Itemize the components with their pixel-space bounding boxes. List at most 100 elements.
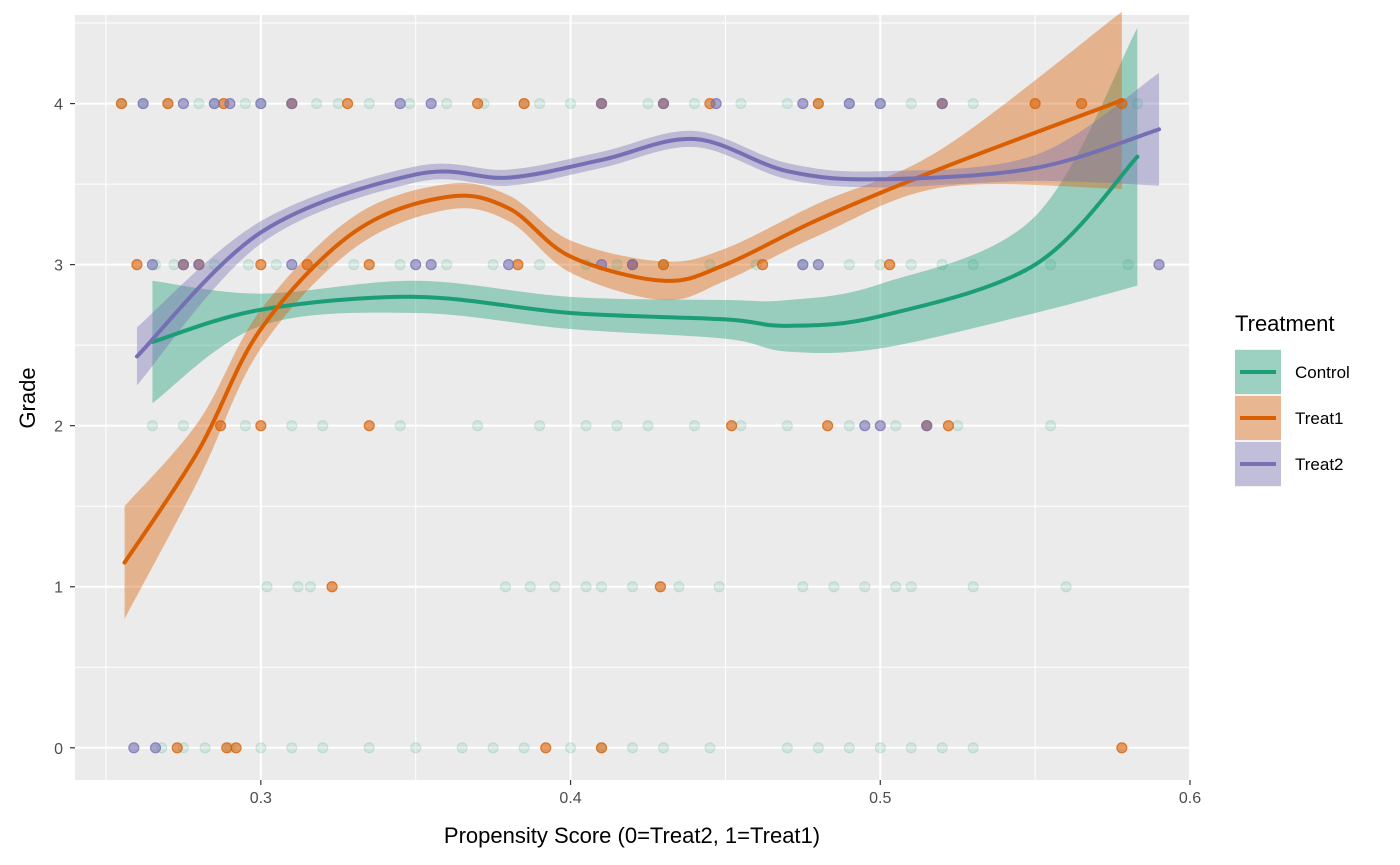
point-treat1 [512, 259, 524, 271]
point-control [1045, 420, 1057, 432]
point-control [286, 420, 298, 432]
data-points [115, 97, 1165, 754]
point-treat1 [131, 259, 143, 271]
point-control [713, 581, 725, 593]
point-treat2 [1153, 259, 1165, 271]
point-control [812, 742, 824, 754]
point-treat2 [859, 420, 871, 432]
point-control [394, 259, 406, 271]
legend-label-control: Control [1295, 363, 1350, 382]
point-control [580, 420, 592, 432]
point-control [146, 420, 159, 432]
point-control [688, 420, 701, 432]
point-treat2 [193, 259, 205, 271]
point-control [580, 581, 592, 593]
x-tick-label: 0.5 [869, 790, 891, 807]
point-control [967, 97, 979, 110]
point-treat1 [363, 259, 375, 271]
point-control [549, 581, 561, 593]
point-control [905, 97, 917, 110]
point-control [642, 420, 654, 432]
point-control [348, 259, 360, 271]
point-treat2 [503, 259, 515, 271]
point-control [967, 742, 979, 754]
point-control [332, 97, 344, 110]
point-treat1 [214, 420, 227, 432]
point-treat2 [595, 97, 608, 110]
point-control [441, 259, 453, 271]
y-tick-label: 0 [54, 741, 63, 758]
point-control [874, 259, 886, 271]
point-control [533, 420, 546, 432]
point-treat1 [726, 420, 738, 432]
point-treat2 [710, 97, 722, 110]
point-control [270, 259, 282, 271]
point-control [626, 742, 639, 754]
y-tick-label: 1 [54, 580, 63, 597]
point-treat1 [255, 420, 267, 432]
confidence-ribbons [124, 11, 1160, 619]
point-control [193, 97, 205, 110]
point-treat2 [921, 420, 933, 432]
point-control [564, 97, 577, 110]
point-treat2 [149, 742, 162, 754]
point-treat1 [595, 742, 608, 754]
point-treat1 [472, 97, 484, 110]
smooth-lines [122, 98, 1162, 565]
point-treat1 [1075, 97, 1088, 110]
point-control [441, 97, 453, 110]
point-control [859, 581, 871, 593]
point-treat2 [936, 97, 948, 110]
point-treat1 [171, 742, 183, 754]
point-treat1 [255, 259, 267, 271]
point-control [239, 420, 251, 432]
point-treat2 [177, 259, 190, 271]
point-treat2 [657, 97, 670, 110]
point-control [890, 420, 902, 432]
x-tick-label: 0.3 [250, 790, 272, 807]
point-control [304, 581, 316, 593]
point-treat1 [341, 97, 354, 110]
point-control [255, 742, 267, 754]
point-control [611, 259, 623, 271]
point-control [456, 742, 468, 754]
point-treat1 [540, 742, 552, 754]
point-control [487, 742, 499, 754]
point-control [967, 259, 979, 271]
point-treat2 [797, 97, 809, 110]
point-control [936, 742, 948, 754]
point-control [317, 742, 329, 754]
point-control [518, 742, 530, 754]
point-treat1 [942, 420, 955, 432]
point-control [286, 742, 298, 754]
point-control [168, 259, 180, 271]
point-control [595, 581, 608, 593]
legend-label-treat1: Treat1 [1295, 409, 1344, 428]
point-control [843, 742, 855, 754]
point-control [967, 581, 979, 593]
point-treat2 [137, 97, 149, 110]
point-control [363, 97, 375, 110]
point-treat2 [255, 97, 267, 110]
point-control [688, 97, 701, 110]
smooth-line-control [150, 154, 1140, 344]
point-treat2 [394, 97, 406, 110]
point-control [533, 97, 546, 110]
point-treat2 [286, 259, 298, 271]
point-control [843, 420, 855, 432]
point-control [524, 581, 536, 593]
ribbon-control [152, 27, 1138, 404]
point-control [611, 420, 623, 432]
point-control [292, 581, 304, 593]
point-treat2 [146, 259, 159, 271]
y-axis-title: Grade [15, 367, 40, 428]
point-treat1 [230, 742, 242, 754]
point-treat1 [326, 581, 338, 593]
point-control [704, 742, 716, 754]
point-treat2 [410, 259, 422, 271]
legend-label-treat2: Treat2 [1295, 455, 1344, 474]
point-control [1045, 259, 1057, 271]
legend-title: Treatment [1235, 311, 1334, 336]
point-control [890, 581, 902, 593]
